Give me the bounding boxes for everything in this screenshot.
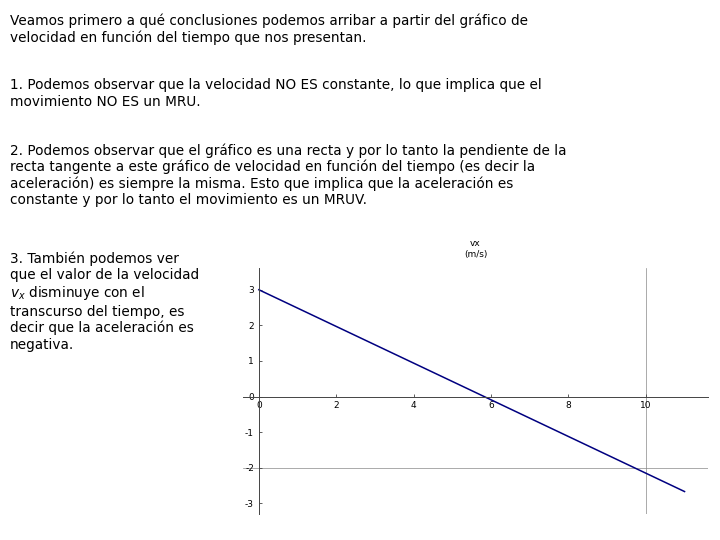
- Text: vx
(m/s): vx (m/s): [464, 239, 487, 259]
- Text: 1. Podemos observar que la velocidad NO ES constante, lo que implica que el
movi: 1. Podemos observar que la velocidad NO …: [10, 78, 542, 109]
- Text: 2. Podemos observar que el gráfico es una recta y por lo tanto la pendiente de l: 2. Podemos observar que el gráfico es un…: [10, 143, 567, 207]
- Text: 3. También podemos ver
que el valor de la velocidad
$v_x$ disminuye con el
trans: 3. También podemos ver que el valor de l…: [10, 251, 199, 352]
- Text: Veamos primero a qué conclusiones podemos arribar a partir del gráfico de
veloci: Veamos primero a qué conclusiones podemo…: [10, 14, 528, 45]
